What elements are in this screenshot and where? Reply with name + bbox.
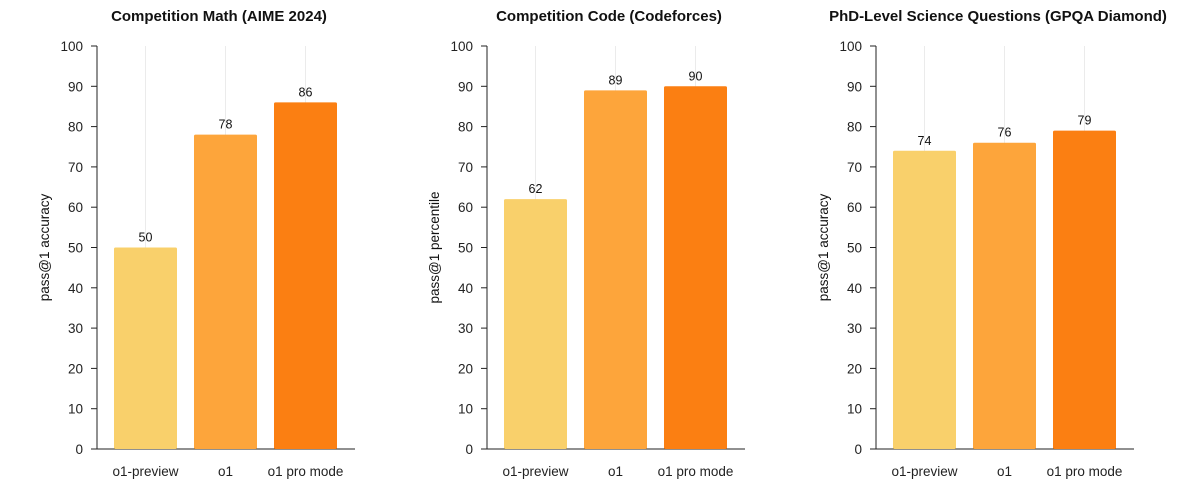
y-tick-label: 50: [458, 241, 473, 256]
data-label: 86: [299, 85, 313, 99]
y-axis-title: pass@1 accuracy: [37, 194, 52, 302]
bar-o1-preview: [504, 199, 567, 449]
data-label: 89: [609, 73, 623, 87]
bar-o1-preview: [893, 150, 956, 449]
y-tick-label: 60: [847, 200, 862, 215]
chart-1: Competition Math (AIME 2024) 0 10 20 30 40 50 6…: [37, 8, 355, 479]
chart-3: PhD-Level Science Questions (GPQA Diamon…: [816, 8, 1167, 479]
data-label: 78: [219, 118, 233, 132]
y-tick-label: 30: [847, 321, 862, 336]
y-axis-title: pass@1 percentile: [427, 191, 442, 303]
y-tick-label: 70: [68, 160, 83, 175]
y-tick-label: 70: [847, 160, 862, 175]
x-tick-label: o1 pro mode: [658, 464, 734, 479]
x-tick-label: o1 pro mode: [1047, 464, 1123, 479]
bar-o1-pro-mode: [274, 102, 337, 450]
y-tick-label: 90: [847, 79, 862, 94]
y-tick-label: 100: [839, 39, 862, 54]
chart-title: PhD-Level Science Questions (GPQA Diamon…: [829, 8, 1167, 25]
data-label: 74: [918, 134, 932, 148]
x-tick-label: o1-preview: [891, 464, 957, 479]
bar-o1: [973, 142, 1036, 449]
chart-2: Competition Code (Codeforces) 0 10 20 30 40 50…: [427, 8, 745, 479]
data-label: 79: [1078, 114, 1092, 128]
y-tick-label: 80: [458, 120, 473, 135]
y-tick-label: 0: [75, 442, 83, 457]
y-tick-label: 20: [68, 361, 83, 376]
data-label: 76: [998, 126, 1012, 140]
y-tick-label: 20: [458, 361, 473, 376]
y-tick-label: 20: [847, 361, 862, 376]
bar-o1-preview: [114, 247, 177, 449]
x-tick-label: o1 pro mode: [268, 464, 344, 479]
y-tick-label: 60: [68, 200, 83, 215]
y-tick-label: 10: [847, 402, 862, 417]
y-tick-label: 40: [458, 281, 473, 296]
data-label: 50: [139, 231, 153, 245]
y-tick-label: 40: [68, 281, 83, 296]
x-tick-label: o1: [608, 464, 623, 479]
x-tick-label: o1: [218, 464, 233, 479]
bar-o1: [194, 134, 257, 449]
y-tick-label: 80: [847, 120, 862, 135]
y-tick-label: 70: [458, 160, 473, 175]
x-tick-label: o1: [997, 464, 1012, 479]
chart-title: Competition Code (Codeforces): [496, 8, 722, 25]
y-tick-label: 90: [458, 79, 473, 94]
y-tick-label: 100: [60, 39, 83, 54]
y-tick-label: 90: [68, 79, 83, 94]
y-tick-label: 40: [847, 281, 862, 296]
bar-o1-pro-mode: [1053, 130, 1116, 449]
y-tick-label: 50: [68, 241, 83, 256]
data-label: 90: [689, 69, 703, 83]
y-tick-label: 30: [458, 321, 473, 336]
x-tick-label: o1-preview: [112, 464, 178, 479]
y-tick-label: 30: [68, 321, 83, 336]
x-tick-label: o1-preview: [502, 464, 568, 479]
y-tick-label: 80: [68, 120, 83, 135]
bar-o1-pro-mode: [664, 86, 727, 450]
y-tick-label: 10: [68, 402, 83, 417]
y-axis-title: pass@1 accuracy: [816, 194, 831, 302]
y-tick-label: 100: [450, 39, 473, 54]
bar-o1: [584, 90, 647, 449]
y-tick-label: 10: [458, 402, 473, 417]
y-tick-label: 50: [847, 241, 862, 256]
y-tick-label: 60: [458, 200, 473, 215]
y-tick-label: 0: [854, 442, 862, 457]
y-tick-label: 0: [465, 442, 473, 457]
data-label: 62: [529, 182, 543, 196]
chart-title: Competition Math (AIME 2024): [111, 8, 327, 25]
